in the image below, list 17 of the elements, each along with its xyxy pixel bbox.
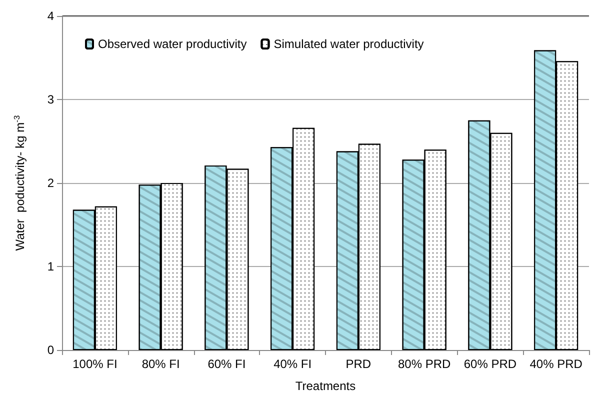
x-tick-label: PRD [346, 357, 372, 371]
y-tick-label: 1 [47, 260, 54, 274]
x-tick-label: 60% PRD [464, 357, 517, 371]
y-tick-label: 0 [47, 343, 54, 357]
y-tick-label: 2 [47, 176, 54, 190]
legend-label: Observed water productivity [98, 37, 247, 51]
x-tick-label: 80% FI [142, 357, 180, 371]
x-tick-label: 100% FI [72, 357, 118, 371]
x-tick-label: 40% FI [274, 357, 312, 371]
y-tick-label: 4 [47, 9, 54, 23]
x-tick-label: 80% PRD [398, 357, 451, 371]
legend-label: Simulated water productivity [274, 37, 424, 51]
x-tick-label: 60% FI [208, 357, 246, 371]
y-tick-label: 3 [47, 92, 54, 106]
x-tick-label: 40% PRD [530, 357, 583, 371]
x-axis-title: Treatments [295, 379, 356, 393]
y-axis-title: Water poductivity- kg m-3 [12, 114, 27, 251]
